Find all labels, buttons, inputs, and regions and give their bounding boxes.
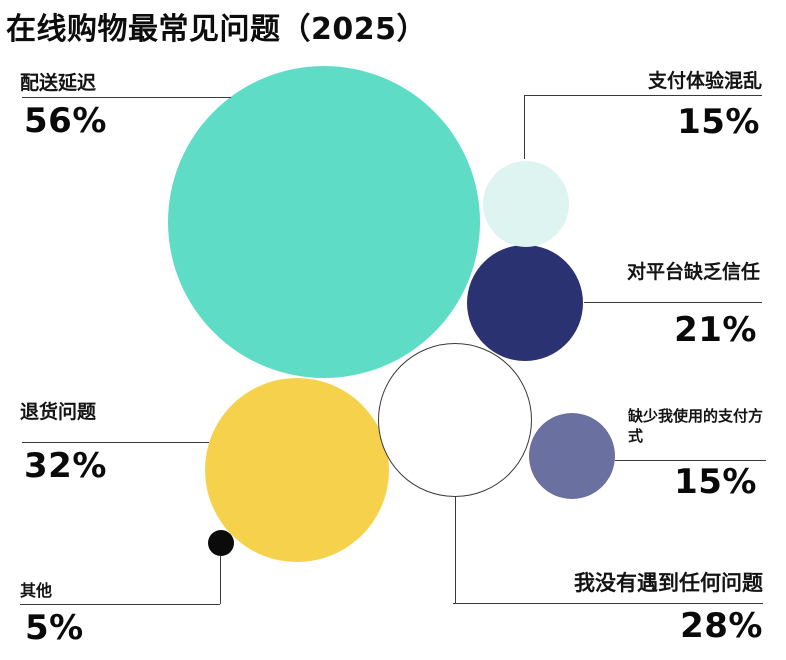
value-no-problems-encountered: 28% [680, 606, 763, 646]
label-no-problems-encountered: 我没有遇到任何问题 [574, 571, 763, 595]
connector-delivery-delay [22, 97, 231, 98]
value-lack-of-platform-trust: 21% [674, 310, 757, 350]
connector-other-vertical [220, 556, 221, 604]
label-payment-experience-chaos: 支付体验混乱 [647, 70, 762, 92]
connector-platform-trust [584, 302, 762, 303]
connector-missing-payment-method [615, 460, 766, 461]
label-lack-of-platform-trust: 对平台缺乏信任 [626, 261, 760, 283]
label-return-problems: 退货问题 [20, 401, 97, 423]
connector-no-problems-vertical [455, 497, 456, 603]
bubble-return-problems [205, 378, 389, 562]
bubble-lack-of-platform-trust [467, 245, 583, 361]
value-return-problems: 32% [24, 446, 107, 486]
connector-no-problems-horizontal [453, 603, 763, 604]
connector-payment-chaos-horizontal [524, 95, 762, 96]
bubble-no-problems-encountered [378, 343, 532, 497]
bubble-delivery-delay [168, 66, 480, 378]
connector-payment-chaos-vertical [524, 95, 525, 159]
label-delivery-delay: 配送延迟 [20, 72, 97, 94]
connector-other-horizontal [20, 604, 220, 605]
bubble-missing-payment-method [529, 413, 615, 499]
connector-return-problems [22, 442, 209, 443]
bubble-other [208, 530, 234, 556]
label-missing-payment-method: 缺少我使用的支付方式 [628, 407, 764, 446]
value-missing-payment-method: 15% [674, 462, 757, 502]
value-other: 5% [25, 608, 84, 648]
bubble-payment-experience-chaos [483, 161, 569, 247]
value-delivery-delay: 56% [24, 101, 107, 141]
value-payment-experience-chaos: 15% [677, 102, 760, 142]
label-other: 其他 [20, 581, 53, 600]
chart-title: 在线购物最常见问题（2025） [6, 12, 427, 47]
